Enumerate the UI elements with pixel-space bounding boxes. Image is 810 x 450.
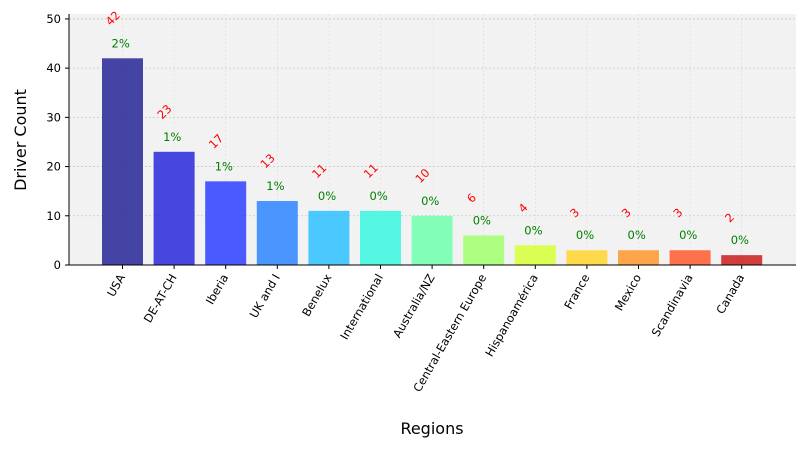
bar xyxy=(669,250,711,265)
bar xyxy=(102,58,143,266)
bar xyxy=(256,201,298,265)
percent-label: 0% xyxy=(576,228,594,242)
percent-label: 0% xyxy=(524,223,542,237)
y-tick-label: 0 xyxy=(54,258,61,272)
bar xyxy=(566,250,608,265)
percent-label: 1% xyxy=(215,159,233,173)
percent-label: 0% xyxy=(731,233,749,247)
bars xyxy=(102,58,763,266)
percent-label: 0% xyxy=(421,194,439,208)
bar xyxy=(514,245,556,265)
percent-label: 1% xyxy=(163,130,181,144)
x-tick-label: DE-AT-CH xyxy=(141,272,180,326)
percent-label: 1% xyxy=(266,179,284,193)
y-tick-label: 50 xyxy=(46,12,61,26)
y-tick-label: 10 xyxy=(46,209,61,223)
x-tick-label: USA xyxy=(104,271,128,299)
percent-label: 0% xyxy=(473,213,491,227)
x-tick-label: International xyxy=(337,272,386,343)
x-tick-label: France xyxy=(561,272,592,312)
x-tick-label: Iberia xyxy=(203,272,231,307)
bar xyxy=(360,210,401,265)
percent-label: 0% xyxy=(370,189,388,203)
x-tick-label: Australia/NZ xyxy=(390,271,438,340)
bar xyxy=(618,250,659,265)
x-tick-label: Mexico xyxy=(612,272,644,314)
percent-label: 0% xyxy=(318,189,336,203)
y-tick-label: 20 xyxy=(46,160,61,174)
x-tick-label: Canada xyxy=(713,272,747,317)
percent-label: 0% xyxy=(628,228,646,242)
y-tick-label: 40 xyxy=(46,61,61,75)
bar xyxy=(308,210,350,265)
x-axis: USA DE-AT-CH Iberia UK and I Benelux Internat… xyxy=(69,264,796,394)
bar xyxy=(411,215,453,265)
x-tick-label: Benelux xyxy=(299,271,335,319)
percent-label: 2% xyxy=(112,36,130,50)
x-tick-label: UK and I xyxy=(247,272,283,321)
y-axis: 0 10 20 30 40 50 xyxy=(46,12,70,272)
bar xyxy=(463,235,505,265)
bar xyxy=(721,255,763,265)
y-axis-title: Driver Count xyxy=(11,89,30,191)
x-tick-label: Scandinavia xyxy=(649,272,696,339)
bar xyxy=(205,181,247,265)
x-tick-label: Hispanoamérica xyxy=(482,272,541,360)
y-tick-label: 30 xyxy=(46,110,61,124)
x-axis-title: Regions xyxy=(400,419,463,438)
bar xyxy=(153,151,195,265)
percent-label: 0% xyxy=(679,228,697,242)
